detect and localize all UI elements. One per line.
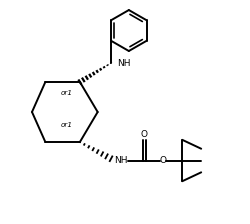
Text: NH: NH xyxy=(114,156,127,165)
Text: O: O xyxy=(140,130,147,139)
Text: or1: or1 xyxy=(60,122,72,128)
Text: O: O xyxy=(159,156,166,165)
Text: or1: or1 xyxy=(60,90,72,96)
Text: NH: NH xyxy=(117,58,130,67)
